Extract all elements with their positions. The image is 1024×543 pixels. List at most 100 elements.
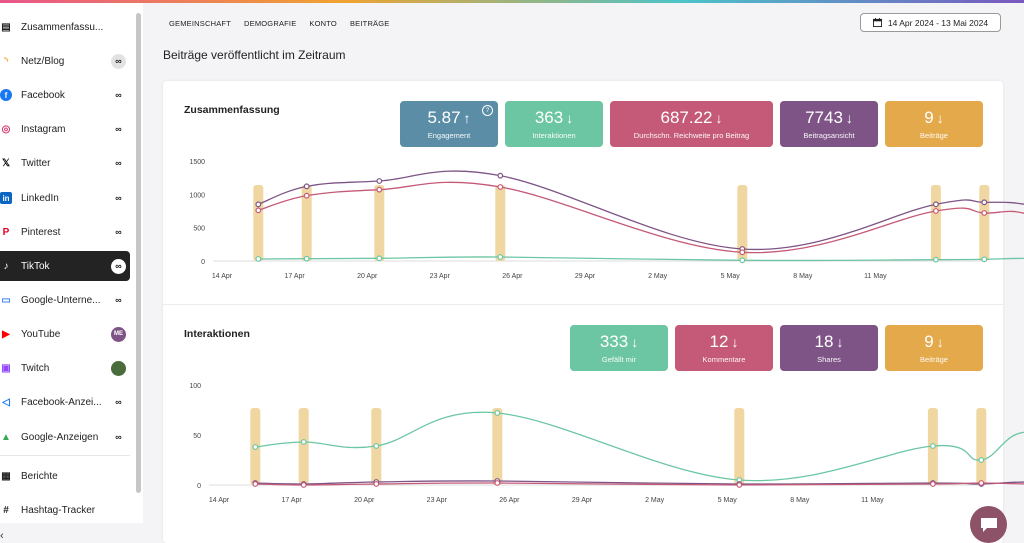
sidebar-item-label: Netz/Blog <box>21 55 65 67</box>
top-accent-strip <box>0 0 1024 3</box>
stat-value: 18 ↓ <box>815 332 844 352</box>
stat-label: Engagement <box>427 131 471 140</box>
megaphone-icon: ◁ <box>2 396 10 408</box>
youtube-icon: ▶ <box>2 328 10 340</box>
stat-number: 9 <box>924 108 934 127</box>
arrow-down-icon: ↓ <box>936 334 944 350</box>
stat-number: 7743 <box>805 108 843 127</box>
arrow-down-icon: ↓ <box>836 334 844 350</box>
infinity-badge-icon: ∞ <box>111 258 126 274</box>
rss-icon: ◝ <box>4 55 8 67</box>
arrow-down-icon: ↓ <box>566 110 574 126</box>
stat-durchschn-reichweite-pro-beitrag: 687.22 ↓ Durchschn. Reichweite pro Beitrag <box>610 101 773 147</box>
tiktok-icon: ♪ <box>3 260 9 272</box>
stat-value: 333 ↓ <box>600 332 638 352</box>
stat-number: 363 <box>534 108 564 127</box>
infinity-badge-icon: ∞ <box>115 158 122 168</box>
help-icon[interactable]: ? <box>482 105 493 116</box>
stat-number: 9 <box>924 332 934 351</box>
stat-label: Interaktionen <box>532 131 576 140</box>
stat-label: Durchschn. Reichweite pro Beitrag <box>633 131 750 140</box>
report-icon: ▦ <box>1 470 11 482</box>
pinterest-icon: P <box>2 226 10 238</box>
sidebar-item-label: Berichte <box>21 470 58 482</box>
stat-value: 7743 ↓ <box>805 108 853 128</box>
x-twitter-icon: 𝕏 <box>1 157 11 169</box>
stat-label: Beitragsansicht <box>803 131 855 140</box>
infinity-badge-icon: ∞ <box>115 432 122 442</box>
stat-value: 5.87 ↑ <box>427 108 470 128</box>
sidebar-item-berichte[interactable]: ▦ Berichte <box>0 461 130 491</box>
sidebar-item-label: Facebook <box>21 89 65 101</box>
sidebar-item-label: Hashtag-Tracker <box>21 504 96 516</box>
hashtag-icon: # <box>3 504 9 516</box>
tab-konto[interactable]: KONTO <box>309 19 337 28</box>
sidebar-item-google-unterne[interactable]: ▭ Google-Unterne... ∞ <box>0 285 130 315</box>
sidebar-item-google-anzeigen[interactable]: ▲ Google-Anzeigen ∞ <box>0 422 130 452</box>
arrow-down-icon: ↓ <box>845 110 853 126</box>
stat-gefällt-mir: 333 ↓ Gefällt mir <box>570 325 668 371</box>
sidebar-scrollbar[interactable] <box>136 13 141 493</box>
stat-number: 5.87 <box>427 108 461 127</box>
page-title: Beiträge veröffentlicht im Zeitraum <box>163 48 346 62</box>
chat-button[interactable] <box>970 506 1007 543</box>
infinity-badge-icon: ∞ <box>115 90 122 100</box>
stat-beiträge: 9 ↓ Beiträge <box>885 101 983 147</box>
stat-value: 363 ↓ <box>535 108 573 128</box>
stat-value: 9 ↓ <box>924 332 943 352</box>
sidebar-item-label: Instagram <box>21 123 66 135</box>
infinity-badge-icon: ∞ <box>115 193 122 203</box>
linkedin-icon: in <box>0 192 12 204</box>
sidebar-item-facebook-anzei[interactable]: ◁ Facebook-Anzei... ∞ <box>0 387 130 417</box>
facebook-icon: f <box>0 89 12 101</box>
arrow-up-icon: ↑ <box>463 110 471 126</box>
account-avatar: ME <box>111 326 126 342</box>
infinity-badge-icon: ∞ <box>115 227 122 237</box>
arrow-down-icon: ↓ <box>631 334 639 350</box>
sidebar-item-twitter[interactable]: 𝕏 Twitter ∞ <box>0 148 130 178</box>
stat-interaktionen: 363 ↓ Interaktionen <box>505 101 603 147</box>
interactions-title: Interaktionen <box>184 328 250 340</box>
google-business-icon: ▭ <box>1 294 11 306</box>
stat-engagement: 5.87 ↑ Engagement? <box>400 101 498 147</box>
arrow-down-icon: ↓ <box>731 334 739 350</box>
stat-label: Kommentare <box>702 355 746 364</box>
sidebar-item-hashtag-tracker[interactable]: # Hashtag-Tracker <box>0 495 130 525</box>
stat-number: 12 <box>709 332 729 351</box>
top-tabs: GEMEINSCHAFT DEMOGRAFIE KONTO BEITRÄGE <box>169 19 390 28</box>
date-range-button[interactable]: 14 Apr 2024 - 13 Mai 2024 <box>860 13 1001 32</box>
tab-demografie[interactable]: DEMOGRAFIE <box>244 19 297 28</box>
sidebar-item-pinterest[interactable]: P Pinterest ∞ <box>0 217 130 247</box>
sidebar-item-zusammenfassu[interactable]: ▤ Zusammenfassu... <box>0 12 130 42</box>
sidebar-item-label: TikTok <box>21 260 50 272</box>
date-range-label: 14 Apr 2024 - 13 Mai 2024 <box>887 17 989 28</box>
infinity-badge-icon: ∞ <box>115 295 122 305</box>
infinity-badge-icon: ∞ <box>115 397 122 407</box>
chevron-left-icon[interactable]: ‹ <box>0 530 4 542</box>
stat-number: 18 <box>814 332 834 351</box>
sidebar-item-label: Facebook-Anzei... <box>21 396 102 408</box>
stat-beitragsansicht: 7743 ↓ Beitragsansicht <box>780 101 878 147</box>
sidebar-item-label: Zusammenfassu... <box>21 21 104 33</box>
stat-number: 333 <box>599 332 629 351</box>
sidebar-item-label: Twitch <box>21 362 50 374</box>
sidebar-item-facebook[interactable]: f Facebook ∞ <box>0 80 130 110</box>
sidebar-item-linkedin[interactable]: in LinkedIn ∞ <box>0 183 130 213</box>
tab-beitraege[interactable]: BEITRÄGE <box>349 19 390 28</box>
tab-gemeinschaft[interactable]: GEMEINSCHAFT <box>169 19 231 28</box>
sidebar-item-instagram[interactable]: ◎ Instagram ∞ <box>0 114 130 144</box>
sidebar-item-tiktok[interactable]: ♪ TikTok ∞ <box>0 251 130 281</box>
clipboard-icon: ▤ <box>1 21 11 33</box>
sidebar-item-netz-blog[interactable]: ◝ Netz/Blog ∞ <box>0 46 130 76</box>
sidebar-item-youtube[interactable]: ▶ YouTube ME <box>0 319 130 349</box>
summary-title: Zusammenfassung <box>184 104 280 116</box>
stat-label: Beiträge <box>920 131 948 140</box>
sidebar: ▤ Zusammenfassu... ◝ Netz/Blog ∞ f Facebook ∞ ◎ I… <box>0 3 143 523</box>
stat-label: Shares <box>817 355 841 364</box>
stat-beiträge: 9 ↓ Beiträge <box>885 325 983 371</box>
card-divider <box>163 304 1003 305</box>
calendar-icon <box>872 18 882 27</box>
sidebar-item-twitch[interactable]: ▣ Twitch <box>0 353 130 383</box>
sidebar-item-label: Pinterest <box>21 226 61 238</box>
google-ads-icon: ▲ <box>1 431 11 443</box>
